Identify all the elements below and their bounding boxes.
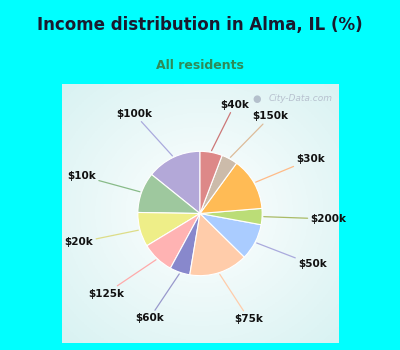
Wedge shape	[170, 214, 200, 275]
Text: $125k: $125k	[88, 260, 156, 299]
Wedge shape	[138, 175, 200, 214]
Text: $10k: $10k	[67, 171, 140, 192]
Wedge shape	[200, 208, 262, 225]
Text: ●: ●	[252, 94, 261, 104]
Text: $30k: $30k	[256, 154, 325, 182]
Text: $50k: $50k	[257, 243, 327, 270]
Wedge shape	[200, 155, 236, 214]
Wedge shape	[200, 214, 261, 257]
Wedge shape	[200, 151, 222, 214]
Text: $100k: $100k	[116, 109, 172, 156]
Text: $40k: $40k	[212, 100, 249, 150]
Wedge shape	[190, 214, 244, 276]
Text: $60k: $60k	[135, 274, 179, 323]
Text: Income distribution in Alma, IL (%): Income distribution in Alma, IL (%)	[37, 16, 363, 34]
Text: $150k: $150k	[230, 111, 288, 157]
Wedge shape	[138, 212, 200, 246]
Text: $200k: $200k	[264, 214, 346, 224]
Wedge shape	[200, 163, 262, 214]
Text: $75k: $75k	[220, 274, 263, 324]
Wedge shape	[152, 151, 200, 214]
Text: $20k: $20k	[64, 230, 138, 247]
Text: City-Data.com: City-Data.com	[269, 94, 333, 103]
Text: All residents: All residents	[156, 59, 244, 72]
Wedge shape	[147, 214, 200, 268]
